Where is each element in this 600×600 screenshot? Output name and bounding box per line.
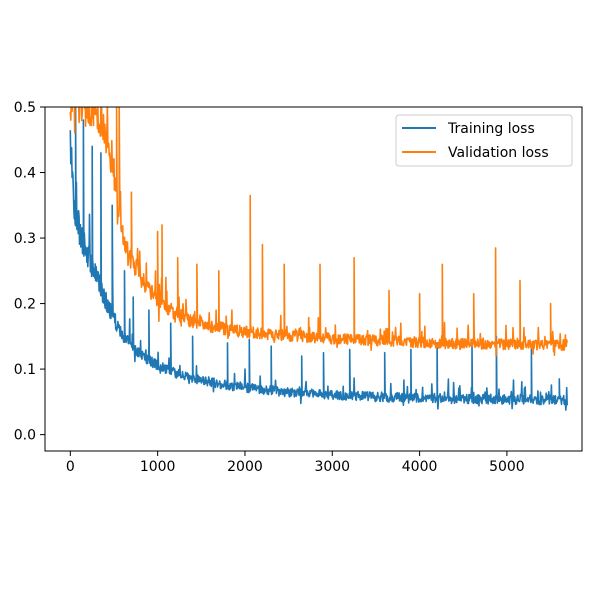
legend-label-training: Training loss	[447, 121, 535, 137]
x-tick-label: 2000	[227, 459, 263, 475]
series-line-validation	[69, 107, 568, 357]
x-tick-label: 4000	[402, 459, 438, 475]
x-tick-label: 5000	[489, 459, 525, 475]
y-tick-label: 0.2	[14, 297, 36, 313]
axes-layer: 0 1000 2000 3000 4000 5000 0.0 0.1 0.2 0.3 0.4 0.5	[14, 100, 525, 475]
x-tick-label: 3000	[314, 459, 350, 475]
series-line-training	[69, 107, 568, 411]
y-tick-label: 0.5	[14, 100, 36, 116]
y-tick-label: 0.3	[14, 231, 36, 247]
x-tick-label: 0	[66, 459, 75, 475]
legend-label-validation: Validation loss	[448, 145, 549, 161]
y-tick-label: 0.4	[14, 166, 36, 182]
series-layer	[69, 107, 568, 411]
y-tick-label: 0.0	[14, 428, 36, 444]
legend: Training loss Validation loss	[395, 114, 573, 167]
x-tick-label: 1000	[140, 459, 176, 475]
legend-box	[395, 114, 573, 167]
y-tick-label: 0.1	[14, 362, 36, 378]
plot-frame	[44, 106, 583, 452]
